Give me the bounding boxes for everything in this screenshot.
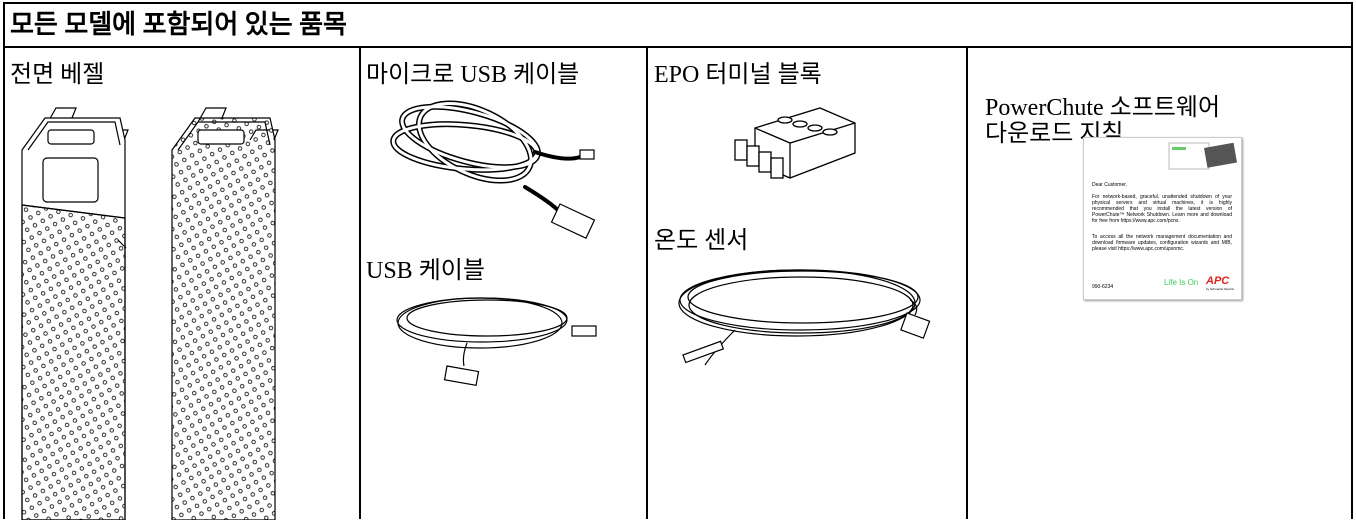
title: 모든 모델에 포함되어 있는 품목 xyxy=(10,10,347,39)
border xyxy=(359,47,361,519)
item-label: 온도 센서 xyxy=(654,228,749,254)
card-text: For network-based, graceful, unattended … xyxy=(1092,194,1232,224)
instruction-card: Dear Customer, For network-based, gracef… xyxy=(1083,137,1242,300)
item-label: 마이크로 USB 케이블 xyxy=(366,62,580,88)
card-text: 990-6234 xyxy=(1092,284,1114,290)
card-brand-sub: by Schneider Electric xyxy=(1206,287,1235,291)
micro-usb-cable-illustration xyxy=(390,100,596,239)
card-slogan: Life Is On xyxy=(1164,278,1199,287)
bezel-illustration xyxy=(21,107,279,520)
border xyxy=(3,2,5,519)
border xyxy=(3,2,1353,4)
item-label: 전면 베젤 xyxy=(10,62,105,88)
temperature-sensor-illustration xyxy=(678,269,931,366)
border xyxy=(3,46,1353,48)
item-label: PowerChute 소프트웨어 xyxy=(985,95,1221,121)
usb-cable-illustration xyxy=(396,297,597,387)
card-text: To access all the network management doc… xyxy=(1092,234,1232,252)
card-header-graphic xyxy=(1168,142,1238,170)
border xyxy=(1351,2,1353,519)
border xyxy=(966,47,968,519)
item-label: EPO 터미널 블록 xyxy=(654,62,822,88)
card-brand: APC xyxy=(1206,275,1230,287)
border xyxy=(646,47,648,519)
epo-block-illustration xyxy=(734,107,856,179)
card-text: Dear Customer, xyxy=(1092,182,1128,188)
item-label: USB 케이블 xyxy=(366,258,485,284)
